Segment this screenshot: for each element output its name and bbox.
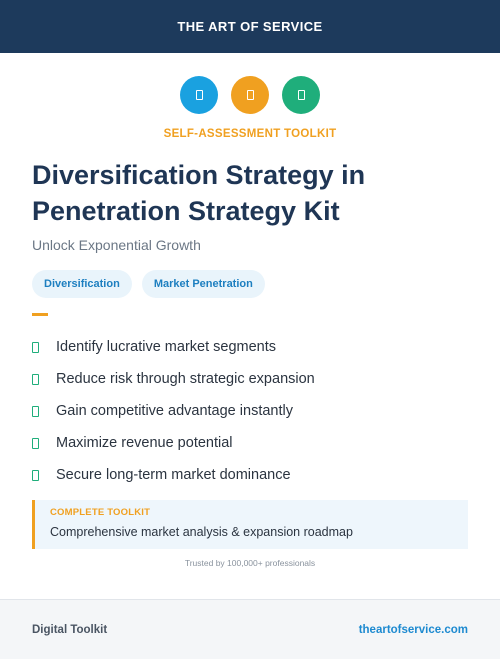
check-icon — [32, 373, 39, 385]
benefit-text: Identify lucrative market segments — [56, 339, 277, 355]
orange-circle-icon — [231, 76, 269, 114]
footer: Digital Toolkit theartofservice.com — [0, 599, 500, 659]
page-title: Diversification Strategy in Penetration … — [32, 160, 366, 226]
benefit-list: Identify lucrative market segments Reduc… — [32, 331, 315, 491]
tag-diversification: Diversification — [32, 270, 132, 298]
benefit-text: Reduce risk through strategic expansion — [56, 371, 315, 387]
list-item: Secure long-term market dominance — [32, 459, 315, 491]
list-item: Identify lucrative market segments — [32, 331, 315, 363]
benefit-text: Secure long-term market dominance — [56, 467, 291, 483]
benefit-text: Gain competitive advantage instantly — [56, 403, 293, 419]
benefit-text: Maximize revenue potential — [56, 435, 233, 451]
check-icon — [32, 469, 39, 481]
tag-list: Diversification Market Penetration — [32, 270, 265, 298]
accent-divider — [32, 313, 48, 316]
list-item: Maximize revenue potential — [32, 427, 315, 459]
toolkit-description: Comprehensive market analysis & expansio… — [50, 525, 353, 539]
brand-name: THE ART OF SERVICE — [177, 19, 323, 34]
green-circle-icon — [282, 76, 320, 114]
check-icon — [32, 405, 39, 417]
footer-product-type: Digital Toolkit — [32, 623, 108, 636]
tag-market-penetration: Market Penetration — [141, 270, 265, 298]
subtitle: Unlock Exponential Growth — [32, 237, 201, 253]
check-icon — [32, 437, 39, 449]
footer-website-link[interactable]: theartofservice.com — [358, 623, 468, 636]
check-icon — [32, 341, 39, 353]
icon-row — [0, 76, 500, 114]
list-item: Reduce risk through strategic expansion — [32, 363, 315, 395]
list-item: Gain competitive advantage instantly — [32, 395, 315, 427]
top-banner: THE ART OF SERVICE — [0, 0, 500, 53]
trusted-note: Trusted by 100,000+ professionals — [184, 558, 316, 568]
blue-circle-icon — [180, 76, 218, 114]
kicker-label: SELF-ASSESSMENT TOOLKIT — [163, 128, 337, 140]
toolkit-callout: COMPLETE TOOLKIT Comprehensive market an… — [32, 500, 468, 549]
toolkit-label: COMPLETE TOOLKIT — [50, 507, 151, 518]
